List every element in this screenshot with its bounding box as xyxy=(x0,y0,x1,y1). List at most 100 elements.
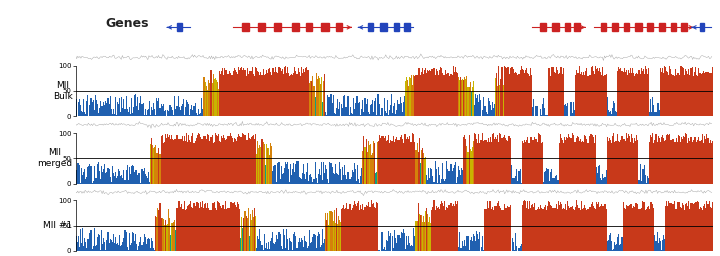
Bar xyxy=(310,81,311,116)
Bar xyxy=(542,209,543,251)
Bar xyxy=(579,208,580,251)
Bar xyxy=(625,72,626,116)
Bar xyxy=(408,236,409,251)
Bar xyxy=(672,204,673,251)
Bar xyxy=(662,68,663,116)
Bar xyxy=(605,177,606,184)
Bar xyxy=(148,172,149,184)
Bar xyxy=(94,110,95,116)
Bar xyxy=(131,166,132,184)
Bar xyxy=(390,233,391,251)
Bar xyxy=(397,100,398,116)
Bar xyxy=(643,201,644,251)
Bar xyxy=(545,205,546,251)
Bar xyxy=(586,210,588,251)
Bar xyxy=(614,103,615,116)
Bar xyxy=(635,141,636,184)
Bar xyxy=(167,110,168,116)
Bar xyxy=(576,138,577,184)
Bar xyxy=(478,102,480,116)
Bar xyxy=(436,206,437,251)
Bar xyxy=(99,171,100,184)
Bar xyxy=(650,135,651,184)
Bar xyxy=(234,202,235,251)
Bar xyxy=(217,201,218,251)
Bar xyxy=(341,104,342,116)
Bar xyxy=(596,167,597,184)
Bar xyxy=(590,204,592,251)
Bar xyxy=(647,23,653,31)
Bar xyxy=(163,142,165,184)
Bar xyxy=(685,204,686,251)
Bar xyxy=(451,206,453,251)
Bar xyxy=(433,68,435,116)
Bar xyxy=(440,67,441,116)
Bar xyxy=(592,66,593,116)
Bar xyxy=(233,71,234,116)
Bar xyxy=(293,163,294,184)
Bar xyxy=(358,102,359,116)
Bar xyxy=(251,71,252,116)
Bar xyxy=(418,214,420,251)
Bar xyxy=(618,234,619,251)
Bar xyxy=(274,23,281,31)
Bar xyxy=(655,112,657,116)
Bar xyxy=(449,171,451,184)
Bar xyxy=(516,169,518,184)
Bar xyxy=(563,143,564,184)
Bar xyxy=(454,165,455,184)
Bar xyxy=(198,202,199,251)
Bar xyxy=(433,183,435,184)
Bar xyxy=(518,170,520,184)
Bar xyxy=(112,166,113,184)
Bar xyxy=(340,169,341,184)
Bar xyxy=(166,138,167,184)
Bar xyxy=(464,77,465,116)
Bar xyxy=(453,168,454,184)
Bar xyxy=(156,153,158,184)
Bar xyxy=(704,136,706,184)
Bar xyxy=(655,134,657,184)
Bar xyxy=(521,205,523,251)
Bar xyxy=(354,163,355,184)
Bar xyxy=(704,204,706,251)
Bar xyxy=(443,75,444,116)
Bar xyxy=(300,76,301,116)
Bar xyxy=(454,72,455,116)
Bar xyxy=(516,246,518,251)
Bar xyxy=(389,110,390,116)
Bar xyxy=(540,135,541,184)
Bar xyxy=(343,175,344,184)
Bar xyxy=(406,140,407,184)
Bar xyxy=(556,67,557,116)
Bar xyxy=(615,245,616,251)
Bar xyxy=(546,114,547,116)
Bar xyxy=(392,236,393,251)
Bar xyxy=(320,247,321,251)
Bar xyxy=(294,172,295,184)
Bar xyxy=(371,155,372,184)
Bar xyxy=(205,202,206,251)
Bar xyxy=(525,70,526,116)
Bar xyxy=(111,240,112,251)
Bar xyxy=(695,67,696,116)
Bar xyxy=(237,137,238,184)
Bar xyxy=(462,241,463,251)
Bar xyxy=(698,202,699,251)
Bar xyxy=(577,136,578,184)
Bar xyxy=(601,180,603,184)
Bar xyxy=(473,234,474,251)
Bar xyxy=(655,241,657,251)
Bar xyxy=(431,210,433,251)
Bar xyxy=(538,115,539,116)
Bar xyxy=(603,206,605,251)
Bar xyxy=(342,208,343,251)
Bar xyxy=(627,75,628,116)
Bar xyxy=(498,201,500,251)
Bar xyxy=(595,209,596,251)
Bar xyxy=(679,202,680,251)
Bar xyxy=(122,108,123,116)
Bar xyxy=(600,72,601,116)
Bar xyxy=(611,114,612,116)
Bar xyxy=(221,71,222,116)
